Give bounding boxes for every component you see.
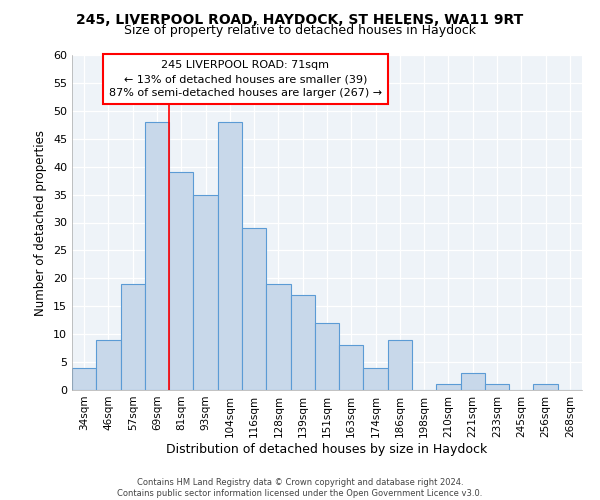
Bar	[96, 340, 121, 390]
Bar	[339, 346, 364, 390]
Bar	[485, 384, 509, 390]
Y-axis label: Number of detached properties: Number of detached properties	[34, 130, 47, 316]
Bar	[290, 295, 315, 390]
Text: Size of property relative to detached houses in Haydock: Size of property relative to detached ho…	[124, 24, 476, 37]
Bar	[461, 373, 485, 390]
Bar	[145, 122, 169, 390]
Bar	[364, 368, 388, 390]
Text: 245 LIVERPOOL ROAD: 71sqm
← 13% of detached houses are smaller (39)
87% of semi-: 245 LIVERPOOL ROAD: 71sqm ← 13% of detac…	[109, 60, 382, 98]
Text: 245, LIVERPOOL ROAD, HAYDOCK, ST HELENS, WA11 9RT: 245, LIVERPOOL ROAD, HAYDOCK, ST HELENS,…	[76, 12, 524, 26]
Bar	[436, 384, 461, 390]
Text: Contains HM Land Registry data © Crown copyright and database right 2024.
Contai: Contains HM Land Registry data © Crown c…	[118, 478, 482, 498]
Bar	[315, 323, 339, 390]
Bar	[193, 194, 218, 390]
Bar	[218, 122, 242, 390]
Bar	[388, 340, 412, 390]
Bar	[169, 172, 193, 390]
Bar	[533, 384, 558, 390]
Bar	[242, 228, 266, 390]
Bar	[266, 284, 290, 390]
Bar	[72, 368, 96, 390]
Bar	[121, 284, 145, 390]
X-axis label: Distribution of detached houses by size in Haydock: Distribution of detached houses by size …	[166, 442, 488, 456]
